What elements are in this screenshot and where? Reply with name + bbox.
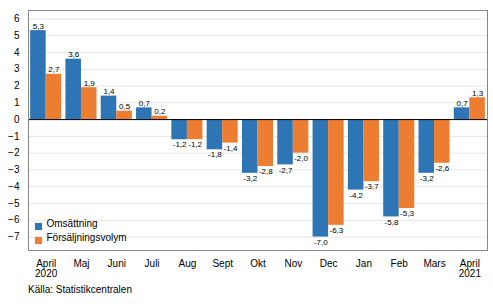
svg-text:Okt: Okt [250,258,266,269]
svg-text:-4,2: -4,2 [349,191,363,200]
svg-text:3: 3 [14,63,20,74]
svg-text:-3,7: -3,7 [365,182,379,191]
svg-text:-7,0: -7,0 [314,238,328,247]
svg-text:−7: −7 [8,231,20,242]
svg-text:-3,2: -3,2 [420,174,434,183]
svg-text:-5,8: -5,8 [385,218,399,227]
svg-text:−3: −3 [8,164,20,175]
svg-text:-5,3: -5,3 [400,209,414,218]
svg-text:Nov: Nov [284,258,302,269]
svg-text:-3,2: -3,2 [243,174,257,183]
svg-text:1,9: 1,9 [84,79,96,88]
svg-text:-2,6: -2,6 [435,164,449,173]
svg-text:−1: −1 [8,131,20,142]
svg-text:0,2: 0,2 [154,107,166,116]
svg-text:Maj: Maj [73,258,89,269]
svg-text:2: 2 [14,80,20,91]
svg-text:-1,4: -1,4 [224,144,238,153]
svg-text:6: 6 [14,13,20,24]
svg-text:Juni: Juni [108,258,126,269]
svg-text:-1,8: -1,8 [208,150,222,159]
svg-text:3,6: 3,6 [68,50,80,59]
svg-text:Sept: Sept [212,258,233,269]
svg-text:−2: −2 [8,147,20,158]
svg-text:0: 0 [14,114,20,125]
svg-text:Jan: Jan [356,258,372,269]
svg-text:4: 4 [14,47,20,58]
svg-text:-2,0: -2,0 [294,154,308,163]
svg-text:Dec: Dec [320,258,338,269]
svg-text:5: 5 [14,30,20,41]
svg-text:Försäljningsvolym: Försäljningsvolym [47,232,127,243]
svg-text:April2021: April2021 [459,258,482,279]
svg-text:−5: −5 [8,198,20,209]
svg-text:-6,3: -6,3 [329,226,343,235]
svg-text:-1,2: -1,2 [188,140,202,149]
svg-text:0,7: 0,7 [457,99,469,108]
svg-text:April2020: April2020 [35,258,58,279]
svg-text:Mars: Mars [423,258,445,269]
html-text:Källa: Statistikcentralen: Källa: Statistikcentralen [28,284,132,295]
svg-text:5,3: 5,3 [33,22,45,31]
svg-text:−4: −4 [8,181,20,192]
svg-text:−6: −6 [8,214,20,225]
svg-text:-2,7: -2,7 [279,166,293,175]
svg-text:2,7: 2,7 [48,65,60,74]
svg-text:1,3: 1,3 [472,89,484,98]
svg-text:1: 1 [14,97,20,108]
svg-text:-2,8: -2,8 [259,167,273,176]
svg-text:0,7: 0,7 [139,99,151,108]
svg-text:Aug: Aug [178,258,196,269]
svg-text:Omsättning: Omsättning [47,218,98,229]
svg-text:1,4: 1,4 [103,87,115,96]
svg-text:-1,2: -1,2 [173,140,187,149]
svg-text:Feb: Feb [391,258,409,269]
svg-text:Juli: Juli [145,258,160,269]
svg-text:0,5: 0,5 [119,102,131,111]
